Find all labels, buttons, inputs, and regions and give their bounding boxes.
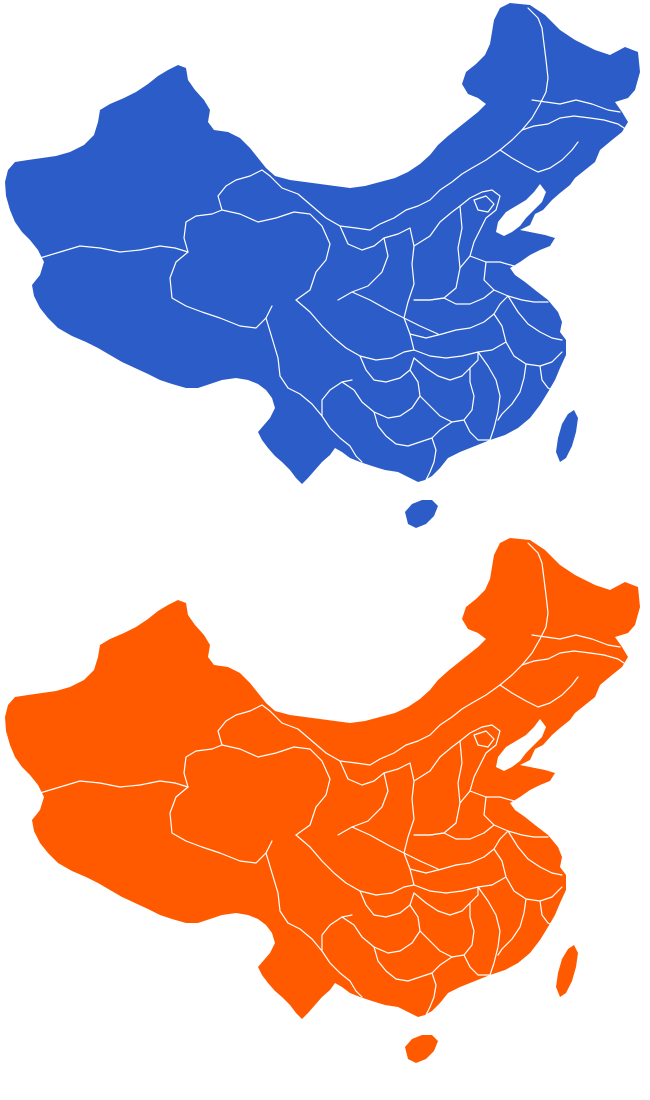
hainan-island <box>405 1035 438 1063</box>
hainan-island <box>405 500 438 528</box>
china-map-blue <box>0 0 650 540</box>
china-map-orange-svg <box>5 538 640 1063</box>
taiwan-island <box>556 410 578 462</box>
china-map-blue-svg <box>5 3 640 528</box>
taiwan-island <box>556 945 578 997</box>
china-map-orange <box>0 535 650 1075</box>
